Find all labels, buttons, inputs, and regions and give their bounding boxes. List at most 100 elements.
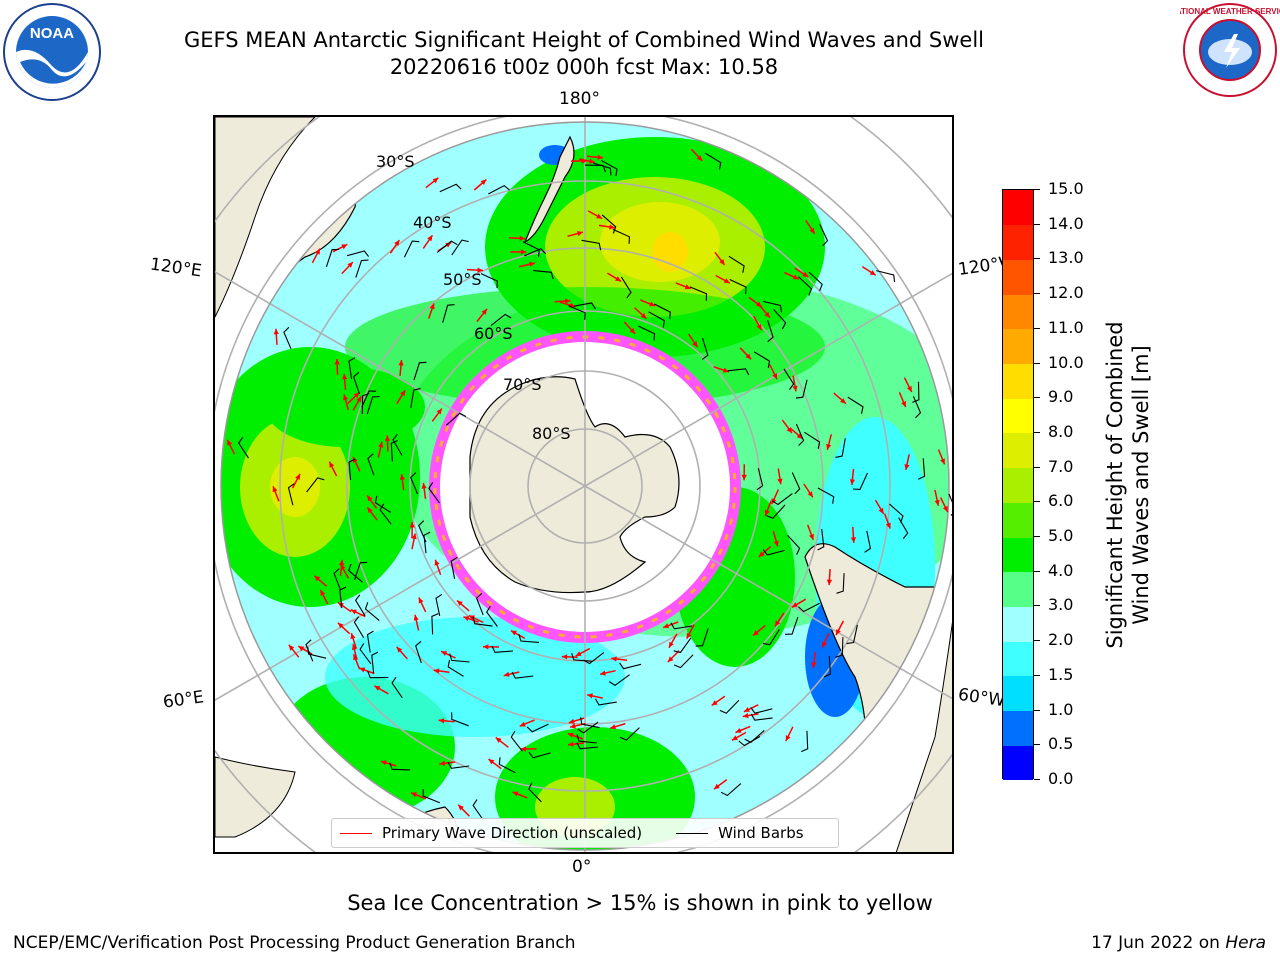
wind-barb — [524, 248, 547, 257]
wave-arrow-head — [337, 622, 344, 629]
legend-wave-label: Primary Wave Direction (unscaled) — [382, 824, 643, 842]
wind-barb — [601, 214, 617, 234]
wave-arrow-head — [609, 224, 615, 230]
wind-barb — [695, 628, 709, 647]
wind-barb — [447, 761, 470, 769]
wave-arrow-head — [432, 177, 439, 184]
wind-barb — [835, 438, 846, 458]
wave-arrow-head — [575, 651, 582, 656]
colorbar-tick — [1034, 466, 1040, 468]
wave-arrow-head — [610, 724, 616, 730]
wave-arrow-head — [940, 458, 945, 465]
wind-barb — [720, 783, 742, 797]
wave-arrow-head — [629, 328, 636, 334]
wave-arrow-head — [384, 435, 391, 441]
wind-barb — [287, 483, 295, 506]
wave-arrow-head — [901, 401, 906, 407]
wave-arrow-head — [731, 735, 738, 741]
wind-barb — [442, 304, 455, 323]
wind-barb — [305, 639, 314, 662]
wind-barb — [876, 270, 896, 283]
wave-arrow-head — [714, 783, 720, 790]
wind-barbs — [238, 152, 952, 821]
wind-barb — [486, 605, 498, 627]
lon-label-60e: 60°E — [161, 687, 206, 713]
wave-arrow-head — [741, 474, 747, 481]
wind-barb — [498, 757, 516, 774]
legend-wave-swatch — [340, 832, 372, 834]
wind-barb — [795, 423, 805, 446]
wave-arrow-head — [421, 483, 427, 489]
wave-arrow-head — [719, 259, 725, 265]
wind-barb — [348, 563, 363, 583]
wave-arrow-head — [519, 235, 526, 241]
colorbar-tick-label: 2.0 — [1048, 630, 1074, 650]
colorbar-tick-label: 1.0 — [1048, 699, 1074, 719]
wave-arrow-head — [519, 721, 526, 727]
wave-arrow-head — [396, 646, 403, 653]
wave-arrow-head — [495, 737, 502, 743]
wave-arrow-head — [320, 589, 326, 596]
colorbar-tick-label: 0.0 — [1048, 769, 1074, 788]
wave-arrow-head — [934, 499, 940, 506]
wave-arrow-head — [351, 644, 357, 651]
wind-barb — [581, 239, 602, 251]
colorbar-tick-label: 12.0 — [1048, 283, 1084, 303]
wind-barb — [670, 622, 693, 630]
wave-arrow-head — [227, 439, 233, 446]
map-legend: Primary Wave Direction (unscaled) Wind B… — [331, 818, 839, 848]
wave-region — [325, 617, 625, 737]
wind-barb — [791, 472, 801, 495]
wave-arrow-head — [735, 728, 742, 733]
wave-arrow-head — [445, 242, 452, 248]
wind-barb — [819, 224, 829, 247]
wind-barb — [364, 602, 380, 622]
wind-barb — [654, 303, 671, 320]
wave-arrow-head — [520, 249, 527, 255]
wave-arrow-head — [667, 656, 674, 663]
wave-arrow-head — [758, 551, 765, 558]
wind-barb — [435, 593, 443, 617]
wave-arrow-head — [743, 707, 750, 712]
wave-arrow-head — [577, 231, 583, 237]
colorbar-segment — [1003, 710, 1033, 746]
wind-barb — [762, 300, 783, 313]
wave-arrow-head — [764, 509, 770, 516]
wind-barb — [431, 613, 439, 635]
wave-arrow-head — [907, 386, 912, 392]
wave-arrow-head — [359, 667, 366, 673]
wind-barb — [410, 472, 419, 495]
colorbar-segment — [1003, 432, 1033, 469]
noaa-logo: NOAA — [3, 3, 101, 101]
colorbar-tick-label: 14.0 — [1048, 213, 1084, 233]
wind-barb — [472, 616, 493, 627]
wind-barb — [475, 592, 484, 616]
wave-arrow-head — [600, 670, 606, 676]
wave-arrow-head — [273, 328, 279, 335]
colorbar-tick — [1034, 362, 1040, 364]
wind-barb — [619, 662, 642, 670]
colorbar-tick — [1034, 293, 1040, 295]
wind-barb — [786, 534, 801, 555]
wave-arrow-head — [615, 276, 622, 282]
wind-barb — [619, 727, 640, 741]
wind-barb — [673, 637, 692, 654]
wave-arrow-head — [809, 533, 814, 540]
wind-barb — [449, 653, 470, 663]
wave-arrow-head — [441, 651, 448, 656]
wind-barb — [573, 302, 596, 310]
colorbar-segment — [1003, 606, 1033, 642]
lon-label-60w: 60°W — [956, 684, 1007, 712]
lat-label: 60°S — [474, 324, 513, 343]
wind-barb — [428, 482, 440, 504]
wind-barb — [729, 279, 747, 295]
wave-arrow-head — [568, 741, 574, 747]
wind-barb — [480, 273, 498, 289]
wind-barb — [783, 368, 795, 391]
colorbar-segment — [1003, 328, 1033, 365]
wind-barb — [648, 311, 665, 328]
land-outside-disc — [215, 756, 296, 838]
wind-barb — [595, 698, 617, 706]
colorbar-tick — [1034, 258, 1040, 260]
wave-arrow-head — [469, 615, 475, 621]
